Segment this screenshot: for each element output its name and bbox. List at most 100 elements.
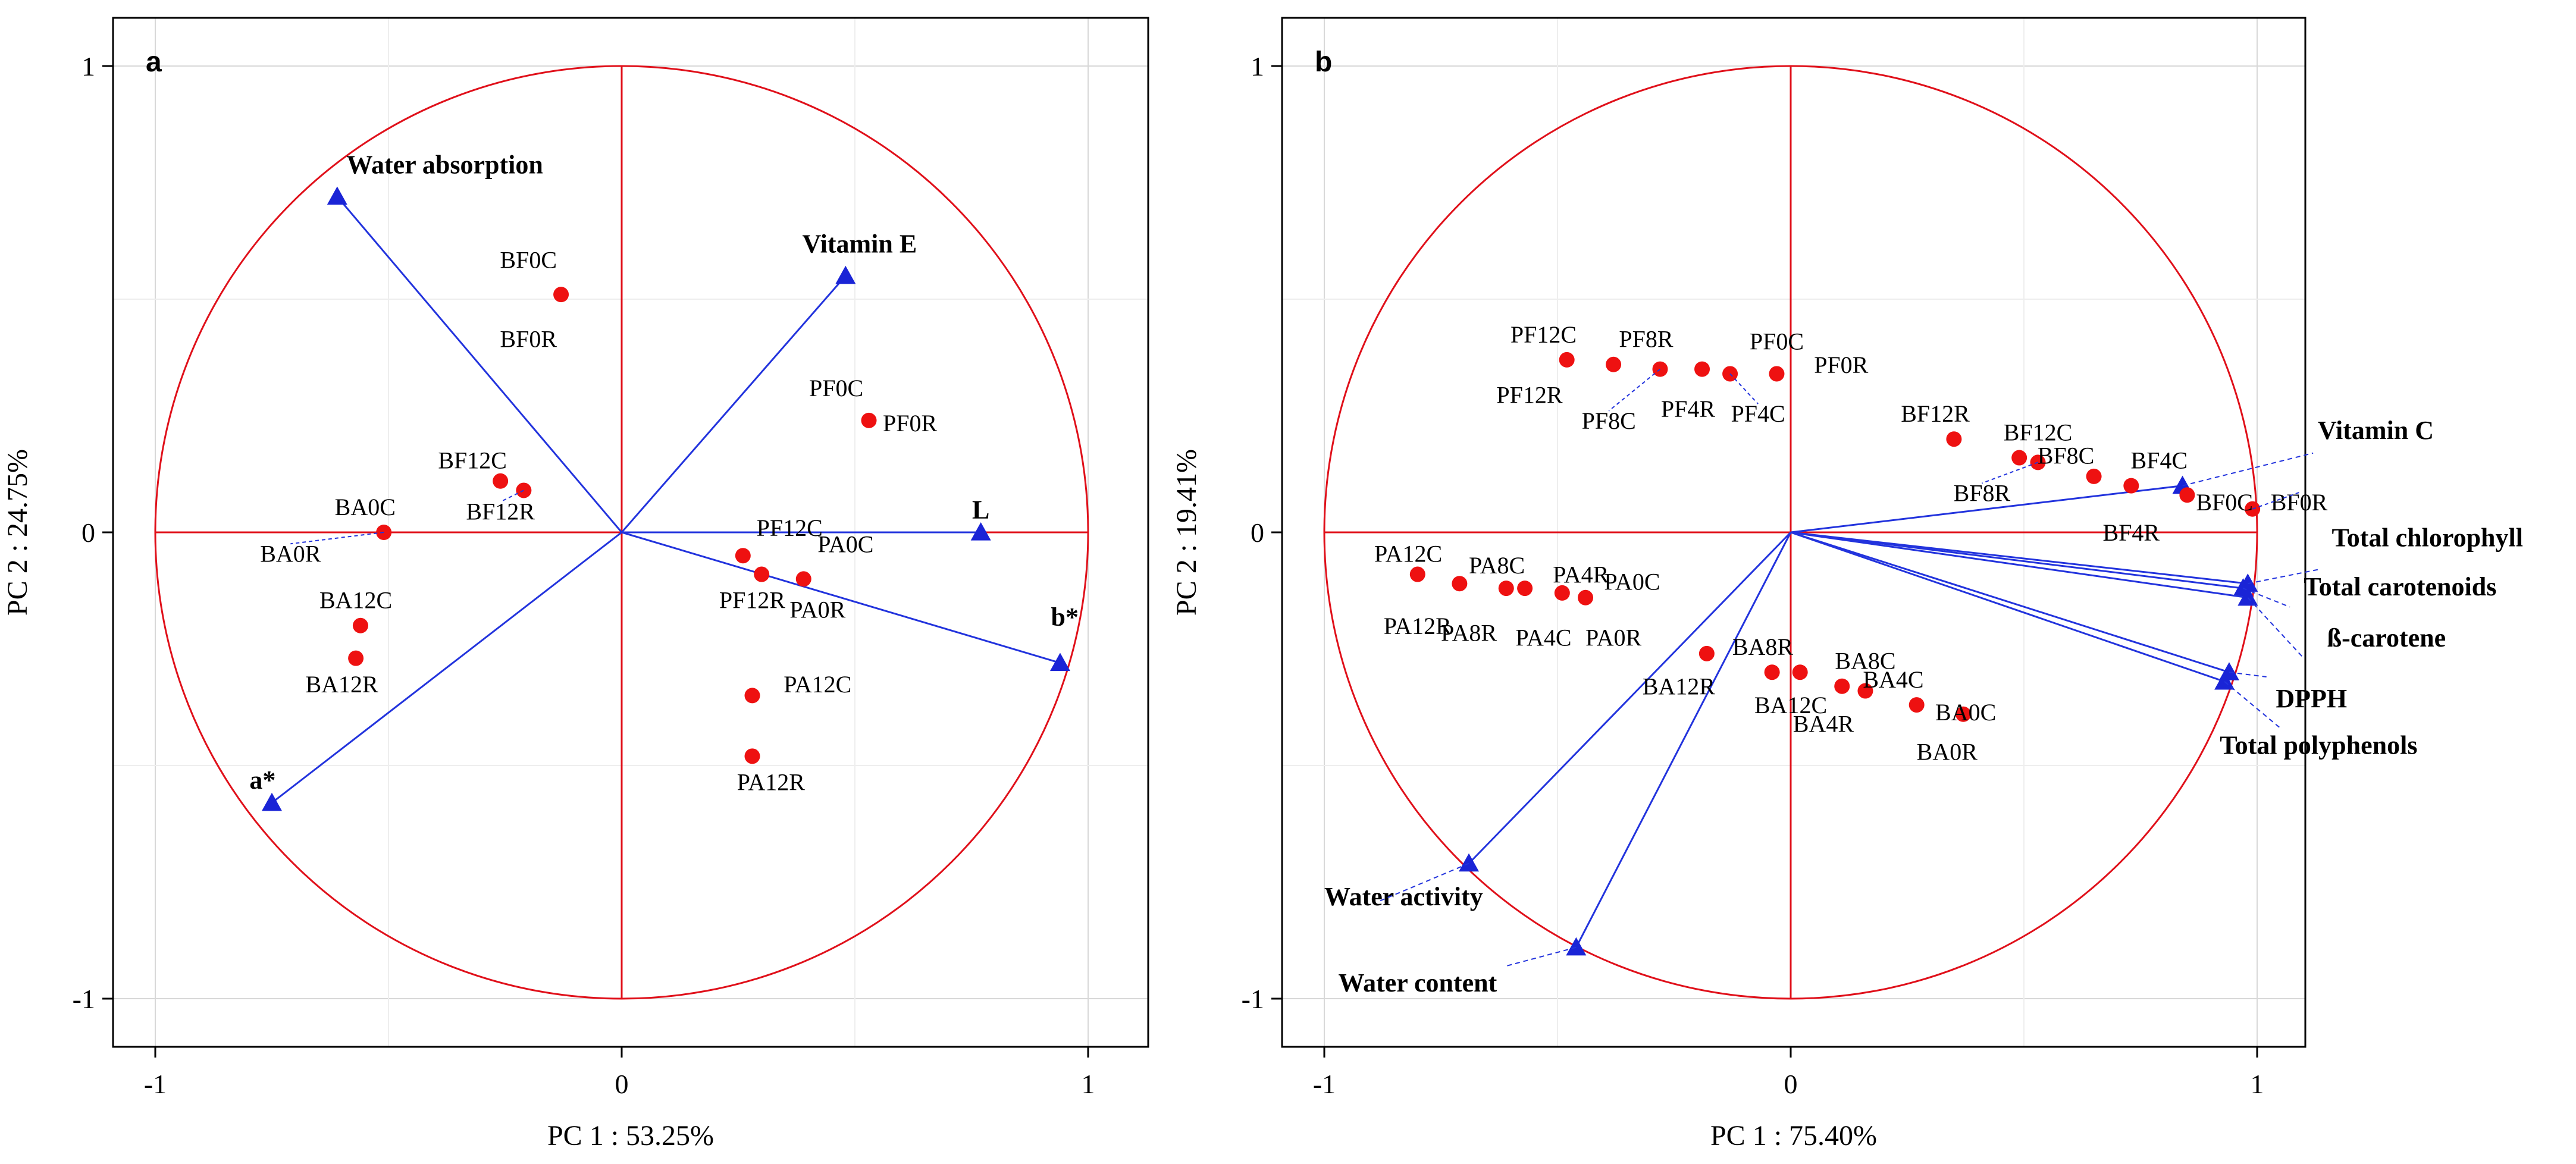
sample-point-ba12r [1698, 645, 1715, 661]
sample-label-pa8r: PA8R [1441, 620, 1497, 647]
x-tick-label: 0 [1784, 1069, 1798, 1099]
sample-label-ba0r: BA0R [260, 540, 321, 567]
x-tick-label: -1 [1313, 1069, 1336, 1099]
sample-label-ba8c: BA8C [1835, 648, 1895, 674]
sample-point-pa8r [1517, 581, 1533, 597]
variable-label-total-carotenoids: Total carotenoids [2304, 572, 2496, 601]
sample-point-pa4r [1554, 585, 1570, 601]
loading-vector-a [271, 531, 622, 804]
loading-vector-vitamin-c [1790, 485, 2183, 534]
sample-label-bf4r: BF4R [2103, 519, 2160, 546]
sample-point-bf12r [1946, 431, 1962, 447]
sample-label-bf8r: BF8R [1954, 479, 2011, 506]
sample-point-ba8c [1834, 678, 1850, 694]
sample-label-pa0c: PA0C [1604, 568, 1660, 595]
sample-point-ba12r [348, 650, 364, 666]
sample-label-bf0r: BF0R [2271, 489, 2328, 516]
sample-point-ba8r [1764, 664, 1780, 680]
sample-point-pf12r [754, 566, 770, 582]
sample-label-bf0r: BF0R [500, 326, 557, 353]
panel-a: -1 0 1 1 0 -1 PC 1 : 53.25% PC 2 : 24.75% a Water… [2, 17, 1149, 1152]
sample-label-bf12r: BF12R [466, 498, 535, 525]
sample-label-pf0r: PF0R [883, 410, 937, 437]
sample-label-ba12r: BA12R [305, 671, 378, 698]
sample-point-ba4r [1857, 683, 1873, 699]
sample-point-pa12r [744, 748, 760, 764]
sample-label-pf0c: PF0C [809, 375, 863, 401]
sample-label-pf0c: PF0C [1750, 328, 1804, 355]
loading-vector-total-polyphenols [1790, 531, 2225, 683]
sample-label-bf12r: BF12R [1901, 400, 1970, 427]
loading-triangle-carotene [2237, 587, 2258, 606]
sample-label-pa12c: PA12C [1374, 540, 1442, 567]
sample-point-pa4c [1578, 589, 1594, 605]
leader-line-pf4c [1729, 373, 1759, 404]
sample-label-ba12c: BA12C [1754, 692, 1827, 719]
sample-label-ba4r: BA4R [1793, 710, 1854, 737]
variable-label-dpph: DPPH [2276, 684, 2347, 713]
panel-label: b [1315, 46, 1332, 78]
sample-label-pf8c: PF8C [1582, 407, 1636, 434]
sample-label-pf12r: PF12R [1496, 382, 1562, 409]
variable-label-vitamin-e: Vitamin E [802, 230, 917, 259]
y-axis-label: PC 2 : 24.75% [2, 449, 33, 616]
sample-point-ba0c [1955, 706, 1972, 722]
sample-point-bf12c [2011, 450, 2027, 466]
sample-label-bf4c: BF4C [2131, 447, 2188, 473]
variable-label-carotene: ß-carotene [2327, 623, 2446, 652]
x-tick-label: -1 [144, 1069, 167, 1099]
sample-label-pf4r: PF4R [1661, 396, 1715, 422]
sample-point-bf8c [2086, 468, 2102, 484]
sample-label-bf12c: BF12C [438, 447, 507, 473]
sample-label-ba0c: BA0C [1935, 699, 1996, 726]
sample-label-pa0r: PA0R [1585, 624, 1641, 651]
x-tick-label: 1 [2251, 1069, 2264, 1099]
loading-vector-total-carotenoids [1790, 531, 2243, 589]
sample-label-bf8c: BF8C [2038, 443, 2095, 469]
sample-point-pa12c [1409, 566, 1425, 582]
sample-point-pf0c [861, 412, 877, 428]
sample-point-pf4r [1694, 361, 1710, 377]
loading-triangle-water-activity [1459, 853, 1480, 872]
sample-label-ba12c: BA12C [319, 587, 392, 614]
loading-triangle-total-polyphenols [2214, 671, 2235, 690]
loading-triangle-a [262, 792, 282, 811]
sample-point-bf0c [553, 287, 569, 303]
leader-line-bf12r [500, 490, 524, 503]
x-axis-label: PC 1 : 53.25% [547, 1120, 714, 1152]
sample-label-pf8r: PF8R [1619, 326, 1673, 353]
sample-label-pa4r: PA4R [1553, 561, 1609, 588]
leader-line-total-polyphenols [2224, 681, 2281, 729]
sample-label-pf4c: PF4C [1731, 400, 1785, 427]
sample-label-pa12r: PA12R [737, 768, 805, 795]
loading-triangle-l [970, 522, 991, 541]
leader-line-bf0r [2252, 492, 2299, 510]
y-tick-label: -1 [1242, 984, 1264, 1014]
leader-line-total-chlorophyll [2248, 569, 2318, 585]
sample-point-ba12c [352, 617, 368, 633]
sample-label-pa8c: PA8C [1469, 552, 1525, 579]
x-tick-label: 1 [1082, 1069, 1095, 1099]
y-tick-label: 1 [1251, 51, 1264, 81]
loading-triangle-vitamin-e [835, 265, 856, 284]
variable-label-water-content: Water content [1339, 968, 1497, 997]
sample-label-ba0c: BA0C [335, 494, 396, 520]
sample-point-ba4c [1909, 697, 1925, 713]
variable-label-total-chlorophyll: Total chlorophyll [2331, 523, 2523, 553]
leader-line-carotene [2247, 597, 2305, 659]
sample-point-pa8c [1498, 581, 1514, 597]
loading-vector-water-content [1575, 532, 1792, 948]
leader-line-dpph [2229, 672, 2267, 678]
sample-label-bf0c: BF0C [2196, 489, 2253, 516]
sample-label-ba4c: BA4C [1863, 666, 1923, 693]
loading-triangle-water-content [1566, 937, 1587, 956]
sample-point-pf8r [1606, 356, 1622, 372]
sample-label-pf12c: PF12C [757, 514, 823, 541]
variable-label-b: b* [1051, 603, 1079, 632]
sample-label-pf12r: PF12R [719, 587, 785, 614]
sample-label-ba0r: BA0R [1917, 738, 1978, 765]
variable-label-a: a* [249, 765, 275, 795]
sample-point-pa12c [744, 688, 760, 704]
sample-label-pa12c: PA12C [784, 671, 851, 698]
sample-point-pf12c [1559, 352, 1575, 368]
